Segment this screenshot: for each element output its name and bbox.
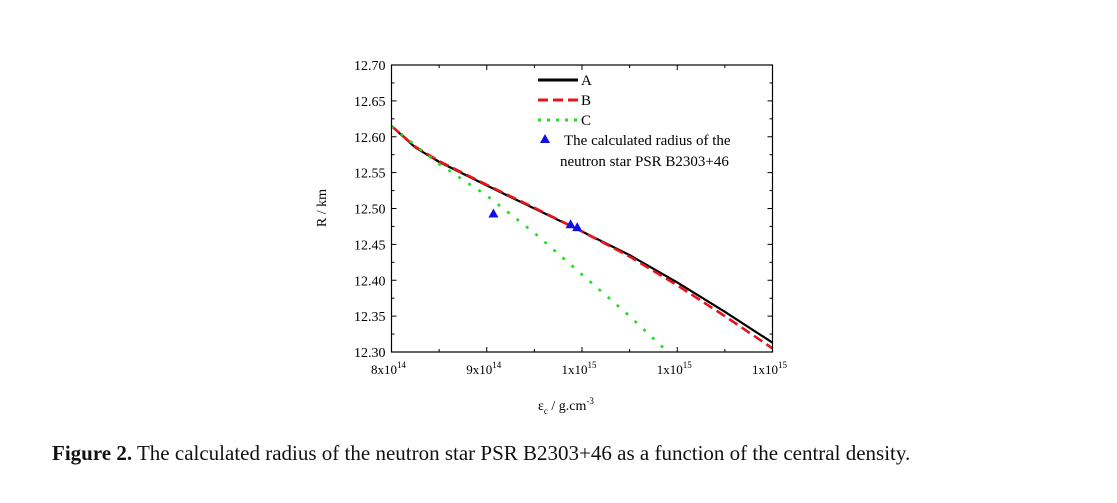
data-point-triangle — [572, 222, 583, 232]
y-tick-label: 12.55 — [354, 167, 386, 182]
legend-label-a: A — [581, 73, 592, 89]
legend-triangle-icon — [540, 134, 550, 143]
legend-label-b: B — [581, 93, 591, 109]
legend-label-points-2: neutron star PSR B2303+46 — [560, 154, 729, 170]
x-tick-label: 1x1015 — [562, 360, 598, 377]
y-tick-label: 12.40 — [354, 274, 386, 289]
chart: 12.30 12.35 12.40 12.45 12.50 12.55 12.60 12.65… — [315, 59, 788, 416]
x-tick-label: 1x1015 — [752, 360, 788, 377]
x-tick-label: 1x1015 — [657, 360, 693, 377]
data-point-triangle — [565, 219, 576, 229]
y-tick-label: 12.35 — [354, 310, 386, 325]
x-axis-label: εc / g.cm-3 — [538, 396, 594, 416]
y-tick-label: 12.70 — [354, 59, 386, 74]
data-point-triangle — [488, 208, 499, 218]
x-tick-label: 9x1014 — [466, 360, 502, 377]
series-b-line — [390, 125, 774, 350]
y-tick-label: 12.50 — [354, 203, 386, 218]
y-tick-label: 12.30 — [354, 346, 386, 361]
y-tick-label: 12.45 — [354, 238, 386, 253]
legend-label-c: C — [581, 113, 591, 129]
y-tick-label: 12.60 — [354, 131, 386, 146]
legend: A B C The calculated radius of the neutr… — [538, 73, 731, 170]
legend-label-points-1: The calculated radius of the — [564, 133, 731, 149]
figure-caption: Figure 2. The calculated radius of the n… — [52, 441, 910, 466]
y-tick-label: 12.65 — [354, 95, 386, 110]
x-tick-label: 8x1014 — [371, 360, 407, 377]
caption-label: Figure 2. — [52, 441, 133, 465]
caption-text: The calculated radius of the neutron sta… — [132, 441, 911, 465]
y-axis-label: R / km — [315, 189, 330, 227]
